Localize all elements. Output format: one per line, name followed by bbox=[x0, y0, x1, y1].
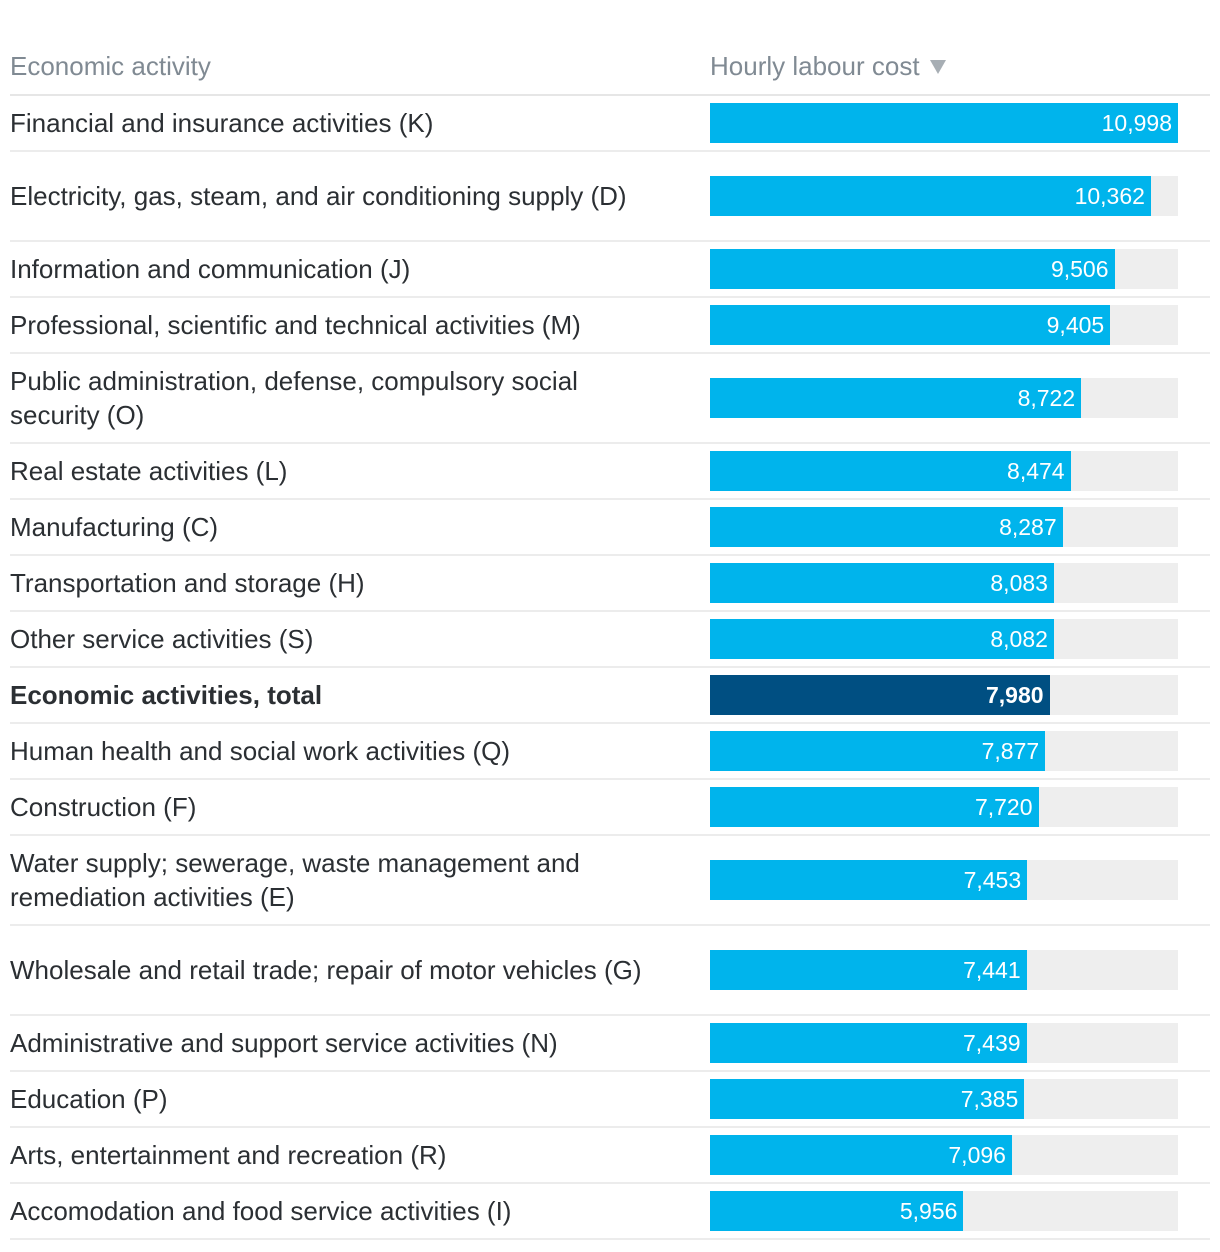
table-row: Professional, scientific and technical a… bbox=[10, 298, 1210, 354]
row-label: Human health and social work activities … bbox=[10, 736, 510, 766]
bar: 7,453 bbox=[710, 860, 1028, 900]
bar: 7,720 bbox=[710, 787, 1039, 827]
bar-cell: 7,439 bbox=[710, 1023, 1178, 1063]
bar-cell: 7,096 bbox=[710, 1135, 1178, 1175]
bar: 7,385 bbox=[710, 1079, 1025, 1119]
table-row: Administrative and support service activ… bbox=[10, 1016, 1210, 1072]
row-label: Accomodation and food service activities… bbox=[10, 1196, 512, 1226]
bar-value-label: 8,287 bbox=[999, 513, 1057, 540]
bar-value-label: 5,956 bbox=[899, 1197, 958, 1224]
bar-value-label: 7,720 bbox=[974, 793, 1033, 820]
table-row: Electricity, gas, steam, and air conditi… bbox=[10, 152, 1210, 242]
row-label: Administrative and support service activ… bbox=[10, 1028, 558, 1058]
bar-cell: 8,083 bbox=[710, 563, 1178, 603]
bar: 9,506 bbox=[710, 249, 1115, 289]
cost-column-header[interactable]: Hourly labour cost bbox=[710, 51, 946, 82]
bar-cell: 8,082 bbox=[710, 619, 1178, 659]
row-label: Economic activities, total bbox=[10, 680, 323, 710]
table-row: Wholesale and retail trade; repair of mo… bbox=[10, 926, 1210, 1016]
table-row: Construction (F) 7,720 bbox=[10, 780, 1210, 836]
bar: 7,441 bbox=[710, 950, 1027, 990]
row-label: Information and communication (J) bbox=[10, 254, 411, 284]
row-label: Education (P) bbox=[10, 1084, 168, 1114]
bar-value-label: 8,474 bbox=[1007, 457, 1065, 484]
table-row: Human health and social work activities … bbox=[10, 724, 1210, 780]
bar: 10,998 bbox=[710, 103, 1178, 143]
table-row: Accomodation and food service activities… bbox=[10, 1184, 1210, 1240]
bar-cell: 7,980 bbox=[710, 675, 1178, 715]
bar: 8,287 bbox=[710, 507, 1063, 547]
row-label: Transportation and storage (H) bbox=[10, 568, 365, 598]
table-row: Water supply; sewerage, waste management… bbox=[10, 836, 1210, 926]
bar: 10,362 bbox=[710, 176, 1151, 216]
bar-value-label: 7,877 bbox=[981, 737, 1040, 764]
bar-cell: 10,362 bbox=[710, 176, 1178, 216]
bar: 7,877 bbox=[710, 731, 1046, 771]
bar: 9,405 bbox=[710, 305, 1111, 345]
bar-value-label: 10,362 bbox=[1074, 182, 1145, 209]
bar: 8,083 bbox=[710, 563, 1054, 603]
table-row: Public administration, defense, compulso… bbox=[10, 354, 1210, 444]
row-label: Financial and insurance activities (K) bbox=[10, 108, 434, 138]
bar-cell: 8,474 bbox=[710, 451, 1178, 491]
bar-value-label: 8,083 bbox=[990, 569, 1048, 596]
bar-cell: 7,877 bbox=[710, 731, 1178, 771]
row-label: Public administration, defense, compulso… bbox=[10, 366, 578, 430]
bar-value-label: 9,405 bbox=[1046, 311, 1105, 338]
table-header: Economic activity Hourly labour cost bbox=[10, 38, 1210, 96]
table-body: Financial and insurance activities (K) 10… bbox=[10, 96, 1210, 1240]
bar-value-label: 8,722 bbox=[1017, 384, 1076, 411]
row-label: Electricity, gas, steam, and air conditi… bbox=[10, 181, 627, 211]
row-label: Professional, scientific and technical a… bbox=[10, 310, 581, 340]
table-row-total: Economic activities, total 7,980 bbox=[10, 668, 1210, 724]
bar-value-label: 7,385 bbox=[960, 1085, 1019, 1112]
table-row: Financial and insurance activities (K) 10… bbox=[10, 96, 1210, 152]
bar-cell: 7,441 bbox=[710, 950, 1178, 990]
table-row: Arts, entertainment and recreation (R) 7,… bbox=[10, 1128, 1210, 1184]
bar-cell: 8,722 bbox=[710, 378, 1178, 418]
bar-value-label: 7,439 bbox=[962, 1029, 1021, 1056]
bar-value-label: 7,096 bbox=[948, 1141, 1006, 1168]
bar-value-label: 7,980 bbox=[986, 681, 1044, 708]
table-row: Other service activities (S) 8,082 bbox=[10, 612, 1210, 668]
sort-descending-icon[interactable] bbox=[929, 60, 946, 74]
activity-column-header[interactable]: Economic activity bbox=[10, 50, 211, 81]
bar: 8,474 bbox=[710, 451, 1071, 491]
table-row: Education (P) 7,385 bbox=[10, 1072, 1210, 1128]
row-label: Manufacturing (C) bbox=[10, 512, 219, 542]
row-label: Water supply; sewerage, waste management… bbox=[10, 848, 580, 912]
table-row: Real estate activities (L) 8,474 bbox=[10, 444, 1210, 500]
bar: 7,439 bbox=[710, 1023, 1027, 1063]
row-label: Arts, entertainment and recreation (R) bbox=[10, 1140, 447, 1170]
table-row: Manufacturing (C) 8,287 bbox=[10, 500, 1210, 556]
bar-cell: 7,453 bbox=[710, 860, 1178, 900]
bar-cell: 7,385 bbox=[710, 1079, 1178, 1119]
bar-cell: 7,720 bbox=[710, 787, 1178, 827]
bar-value-label: 7,441 bbox=[963, 956, 1021, 983]
bar: 7,980 bbox=[710, 675, 1050, 715]
labour-cost-table: Economic activity Hourly labour cost Fin… bbox=[10, 38, 1210, 1240]
row-label: Other service activities (S) bbox=[10, 624, 314, 654]
row-label: Construction (F) bbox=[10, 792, 197, 822]
bar: 8,082 bbox=[710, 619, 1054, 659]
bar-cell: 8,287 bbox=[710, 507, 1178, 547]
bar-cell: 9,405 bbox=[710, 305, 1178, 345]
row-label: Real estate activities (L) bbox=[10, 456, 288, 486]
bar-cell: 5,956 bbox=[710, 1191, 1178, 1231]
table-row: Transportation and storage (H) 8,083 bbox=[10, 556, 1210, 612]
bar-value-label: 9,506 bbox=[1050, 255, 1109, 282]
bar: 8,722 bbox=[710, 378, 1082, 418]
bar-value-label: 8,082 bbox=[990, 625, 1048, 652]
bar: 5,956 bbox=[710, 1191, 964, 1231]
table-row: Information and communication (J) 9,506 bbox=[10, 242, 1210, 298]
bar-value-label: 10,998 bbox=[1101, 109, 1172, 136]
bar-cell: 9,506 bbox=[710, 249, 1178, 289]
bar: 7,096 bbox=[710, 1135, 1012, 1175]
cost-column-header-label: Hourly labour cost bbox=[710, 50, 920, 81]
row-label: Wholesale and retail trade; repair of mo… bbox=[10, 955, 642, 985]
bar-cell: 10,998 bbox=[710, 103, 1178, 143]
bar-value-label: 7,453 bbox=[963, 866, 1022, 893]
